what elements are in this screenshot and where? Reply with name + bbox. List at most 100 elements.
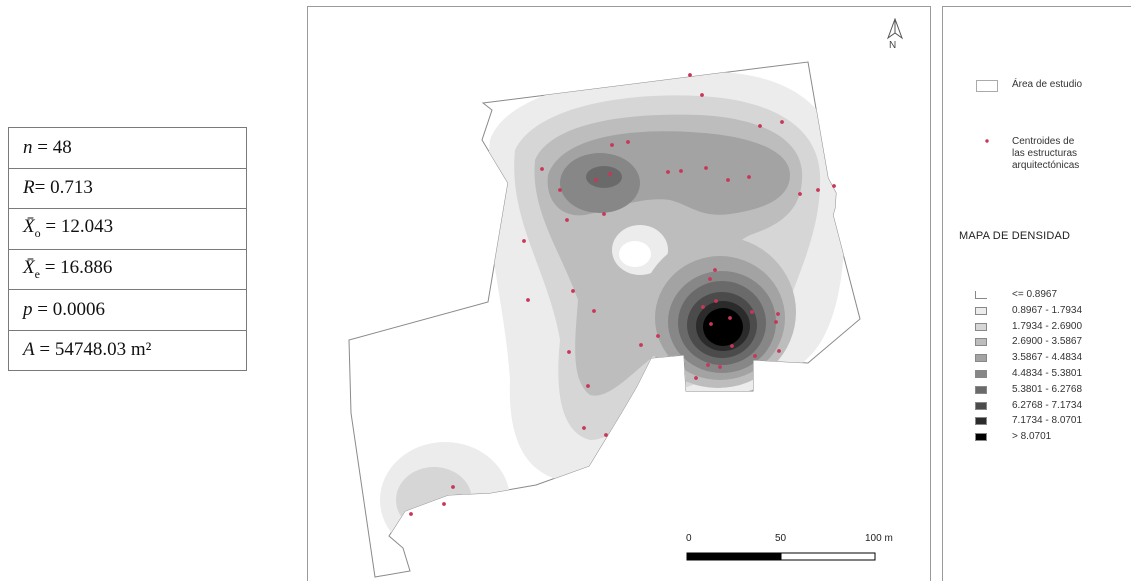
study-area-swatch xyxy=(976,80,998,92)
density-class-label: 5.3801 - 6.2768 xyxy=(1012,384,1083,395)
centroid-point xyxy=(688,73,692,77)
north-label: N xyxy=(889,40,897,51)
centroid-point xyxy=(758,124,762,128)
centroid-point xyxy=(558,188,562,192)
centroid-point xyxy=(780,120,784,124)
stat-cell: R= 0.713 xyxy=(8,167,247,209)
centroid-point xyxy=(750,310,754,314)
stat-row: R= 0.713 xyxy=(8,167,247,209)
north-arrow-icon xyxy=(886,18,904,40)
centroid-point xyxy=(522,239,526,243)
centroid-point xyxy=(718,365,722,369)
centroid-point xyxy=(565,218,569,222)
stat-symbol: X̄ xyxy=(23,216,35,238)
centroid-point xyxy=(586,384,590,388)
centroid-point xyxy=(409,512,413,516)
stat-row: p = 0.0006 xyxy=(8,289,247,331)
density-class-label: 3.5867 - 4.4834 xyxy=(1012,352,1083,363)
centroid-point xyxy=(656,334,660,338)
density-class-swatch xyxy=(975,386,987,394)
centroid-point xyxy=(776,312,780,316)
legend-centroids-label-2: las estructuras xyxy=(1012,148,1078,159)
density-class-swatch xyxy=(975,354,987,362)
stat-symbol: A xyxy=(23,339,35,361)
density-class-label: 4.4834 - 5.3801 xyxy=(1012,368,1083,379)
centroid-point xyxy=(747,175,751,179)
centroid-point xyxy=(730,344,734,348)
centroid-point xyxy=(626,140,630,144)
stat-value: = 54748.03 m² xyxy=(34,339,152,361)
centroid-point xyxy=(694,376,698,380)
centroid-point xyxy=(832,184,836,188)
scale-bar xyxy=(686,552,876,561)
legend-centroids-label-1: Centroides de xyxy=(1012,136,1075,147)
density-class-swatch xyxy=(975,433,987,441)
centroid-point xyxy=(679,169,683,173)
stat-value: = 16.886 xyxy=(39,256,113,278)
centroid-point xyxy=(639,343,643,347)
map-frame xyxy=(307,6,931,581)
stat-subscript: e xyxy=(34,266,40,281)
density-class-swatch xyxy=(975,323,987,331)
density-class-label: 6.2768 - 7.1734 xyxy=(1012,400,1083,411)
centroid-point xyxy=(594,178,598,182)
centroid-point xyxy=(571,289,575,293)
stat-subscript: o xyxy=(34,226,41,241)
centroid-point xyxy=(567,350,571,354)
density-class-label: > 8.0701 xyxy=(1012,431,1052,442)
stat-row: n = 48 xyxy=(8,127,247,169)
scale-label-50: 50 xyxy=(775,533,787,544)
centroid-point xyxy=(540,167,544,171)
centroid-point xyxy=(753,354,757,358)
centroid-point-icon xyxy=(985,139,989,143)
density-class-label: 0.8967 - 1.7934 xyxy=(1012,305,1083,316)
centroid-point xyxy=(774,320,778,324)
centroid-point xyxy=(728,316,732,320)
centroid-point xyxy=(582,426,586,430)
density-class-label: 1.7934 - 2.6900 xyxy=(1012,321,1083,332)
density-class-label: <= 0.8967 xyxy=(1012,289,1058,300)
legend-centroids-label-3: arquitectónicas xyxy=(1012,160,1080,171)
density-class-swatch xyxy=(975,291,987,299)
centroid-point xyxy=(610,143,614,147)
centroid-point xyxy=(816,188,820,192)
centroid-point xyxy=(666,170,670,174)
centroid-point xyxy=(706,363,710,367)
centroid-point xyxy=(714,299,718,303)
centroid-point xyxy=(708,277,712,281)
density-class-label: 7.1734 - 8.0701 xyxy=(1012,415,1083,426)
scale-label-100: 100 m xyxy=(865,533,893,544)
stat-cell: p = 0.0006 xyxy=(8,289,247,331)
centroid-point xyxy=(701,305,705,309)
stat-cell: A = 54748.03 m² xyxy=(8,329,247,371)
stat-value: = 0.713 xyxy=(34,177,93,199)
centroid-point xyxy=(704,166,708,170)
centroid-point xyxy=(442,502,446,506)
density-legend-title: MAPA DE DENSIDAD xyxy=(959,230,1071,242)
centroid-point xyxy=(451,485,455,489)
centroid-point xyxy=(709,322,713,326)
stat-symbol: R xyxy=(23,177,35,199)
stat-value: = 0.0006 xyxy=(32,298,105,320)
centroid-point xyxy=(726,178,730,182)
density-class-swatch xyxy=(975,307,987,315)
centroid-points xyxy=(409,73,836,516)
centroid-point xyxy=(604,433,608,437)
stat-symbol: n xyxy=(23,136,33,158)
stat-symbol: X̄ xyxy=(23,256,35,278)
density-class-swatch xyxy=(975,402,987,410)
scale-label-0: 0 xyxy=(686,533,692,544)
centroid-point xyxy=(592,309,596,313)
centroid-point xyxy=(602,212,606,216)
centroid-point xyxy=(777,349,781,353)
legend-study-area-label: Área de estudio xyxy=(1012,79,1083,90)
stat-row: A = 54748.03 m² xyxy=(8,329,247,371)
density-class-swatch xyxy=(975,417,987,425)
density-class-swatch xyxy=(975,338,987,346)
statistics-table: n = 48 R= 0.713 X̄o = 12.043 X̄e = 16.886 p … xyxy=(8,127,247,371)
stat-value: = 12.043 xyxy=(40,216,114,238)
centroid-point xyxy=(713,268,717,272)
centroid-point xyxy=(526,298,530,302)
density-class-swatch xyxy=(975,370,987,378)
